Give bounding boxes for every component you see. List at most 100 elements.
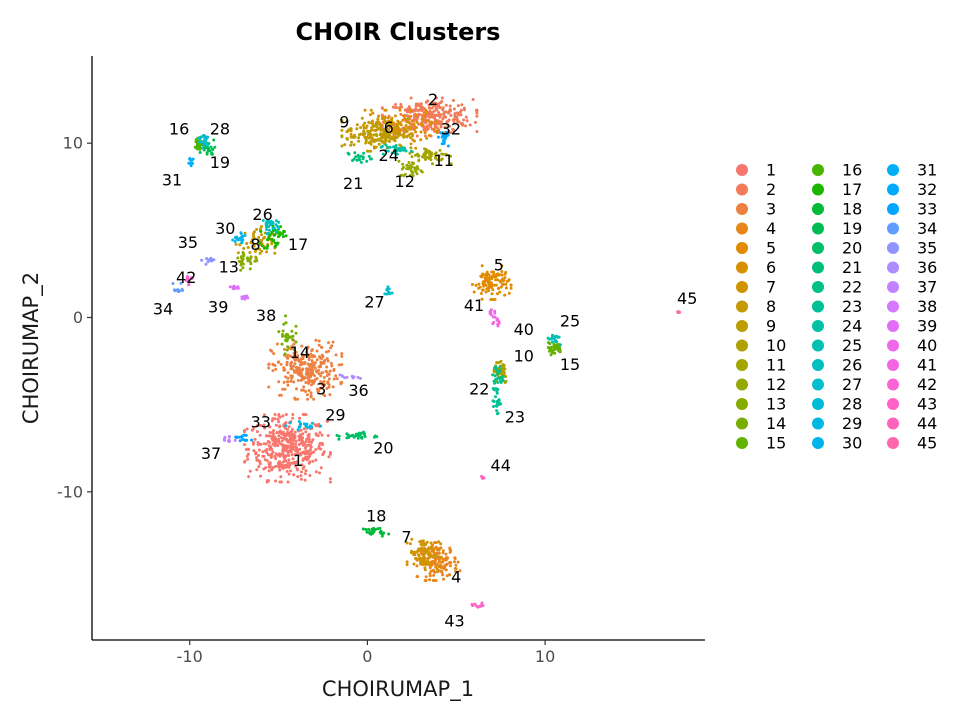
point-cluster-5 xyxy=(490,292,494,296)
point-cluster-3 xyxy=(326,359,330,363)
point-cluster-1 xyxy=(279,436,283,440)
point-cluster-3 xyxy=(277,380,281,384)
point-cluster-9 xyxy=(392,138,396,142)
point-cluster-2 xyxy=(462,106,466,110)
point-cluster-18 xyxy=(376,527,380,531)
point-cluster-5 xyxy=(483,276,487,280)
legend-item-24: 24 xyxy=(812,317,862,336)
point-cluster-1 xyxy=(298,433,302,437)
point-cluster-1 xyxy=(277,434,281,438)
cluster-45-points xyxy=(676,310,681,314)
point-cluster-1 xyxy=(295,467,299,471)
point-cluster-38 xyxy=(246,296,250,300)
point-cluster-30 xyxy=(233,240,237,243)
point-cluster-1 xyxy=(328,451,332,454)
point-cluster-13 xyxy=(236,256,240,260)
point-cluster-25 xyxy=(553,338,557,342)
legend-swatch xyxy=(887,320,899,332)
point-cluster-9 xyxy=(383,128,387,132)
point-cluster-3 xyxy=(294,356,298,360)
point-cluster-4 xyxy=(434,546,438,550)
point-cluster-7 xyxy=(437,565,441,569)
point-cluster-4 xyxy=(448,564,452,568)
point-cluster-19 xyxy=(206,146,210,150)
point-cluster-1 xyxy=(273,417,277,421)
point-cluster-19 xyxy=(198,151,202,154)
point-cluster-3 xyxy=(279,362,283,366)
point-cluster-2 xyxy=(437,104,441,107)
legend-item-1: 1 xyxy=(736,161,776,180)
legend-swatch xyxy=(812,261,824,274)
cluster-label-21: 21 xyxy=(343,174,363,193)
point-cluster-20 xyxy=(363,432,366,436)
cluster-labels-layer: 1234567891011121314151617181920212223242… xyxy=(153,90,697,630)
point-cluster-1 xyxy=(314,458,318,462)
point-cluster-19 xyxy=(213,145,217,149)
point-cluster-2 xyxy=(434,123,438,127)
point-cluster-8 xyxy=(260,239,264,243)
point-cluster-1 xyxy=(303,472,307,476)
point-cluster-9 xyxy=(343,143,347,147)
point-cluster-21 xyxy=(362,151,366,155)
point-cluster-29 xyxy=(288,421,292,425)
legend-label: 9 xyxy=(766,317,776,336)
point-cluster-1 xyxy=(266,434,270,438)
point-cluster-4 xyxy=(424,579,428,582)
point-cluster-25 xyxy=(558,343,562,347)
points-layer xyxy=(171,96,681,609)
point-cluster-18 xyxy=(380,534,384,538)
point-cluster-1 xyxy=(271,450,275,454)
point-cluster-3 xyxy=(300,374,304,378)
point-cluster-14 xyxy=(281,329,285,333)
legend-swatch xyxy=(812,203,824,215)
point-cluster-11 xyxy=(434,156,438,160)
point-cluster-2 xyxy=(428,115,432,119)
point-cluster-4 xyxy=(453,556,457,560)
point-cluster-22 xyxy=(501,375,505,378)
point-cluster-4 xyxy=(432,570,436,574)
point-cluster-1 xyxy=(290,429,294,433)
point-cluster-24 xyxy=(394,147,398,150)
point-cluster-3 xyxy=(275,342,279,346)
point-cluster-26 xyxy=(267,220,271,224)
point-cluster-8 xyxy=(238,243,242,247)
point-cluster-3 xyxy=(277,360,281,364)
legend-item-45: 45 xyxy=(887,434,937,453)
point-cluster-1 xyxy=(293,430,297,434)
point-cluster-1 xyxy=(245,454,249,458)
point-cluster-1 xyxy=(248,469,252,473)
point-cluster-7 xyxy=(410,537,414,541)
point-cluster-26 xyxy=(265,228,269,231)
legend-item-17: 17 xyxy=(812,180,862,199)
point-cluster-1 xyxy=(284,463,288,467)
point-cluster-3 xyxy=(302,385,306,389)
point-cluster-13 xyxy=(249,262,253,266)
point-cluster-20 xyxy=(345,432,349,436)
point-cluster-26 xyxy=(271,226,275,230)
point-cluster-36 xyxy=(358,376,362,380)
point-cluster-22 xyxy=(495,368,499,372)
point-cluster-3 xyxy=(340,352,344,356)
cluster-label-2: 2 xyxy=(428,90,438,109)
point-cluster-5 xyxy=(504,286,508,290)
point-cluster-34 xyxy=(171,282,175,285)
point-cluster-43 xyxy=(473,602,477,606)
point-cluster-5 xyxy=(477,286,481,290)
point-cluster-1 xyxy=(306,434,310,438)
point-cluster-1 xyxy=(283,426,287,430)
point-cluster-1 xyxy=(308,454,311,458)
point-cluster-9 xyxy=(369,140,373,144)
cluster-label-8: 8 xyxy=(250,235,260,254)
legend-item-12: 12 xyxy=(736,375,786,394)
point-cluster-9 xyxy=(409,136,413,140)
point-cluster-1 xyxy=(247,475,251,479)
point-cluster-1 xyxy=(292,461,295,465)
point-cluster-2 xyxy=(452,107,456,111)
point-cluster-7 xyxy=(423,551,427,555)
point-cluster-22 xyxy=(499,381,503,384)
point-cluster-24 xyxy=(380,144,384,148)
point-cluster-1 xyxy=(285,469,289,473)
legend-label: 41 xyxy=(917,356,937,375)
point-cluster-3 xyxy=(289,347,293,351)
